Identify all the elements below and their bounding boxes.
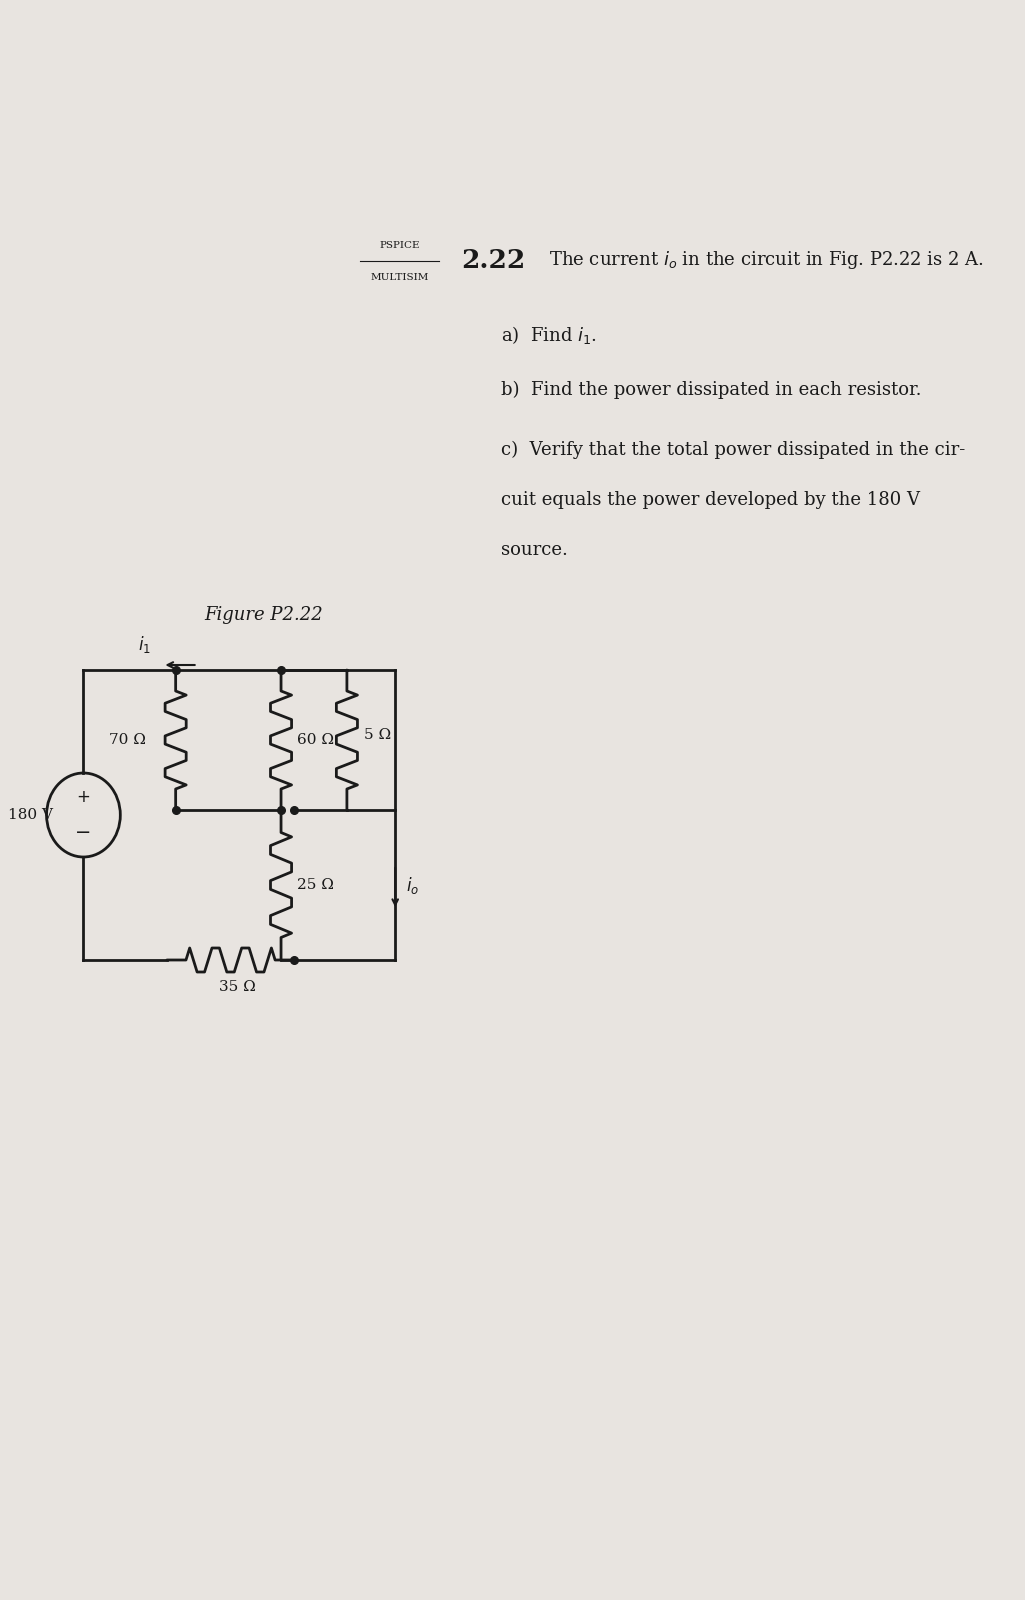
Text: 70 Ω: 70 Ω	[109, 733, 146, 747]
Text: source.: source.	[500, 541, 568, 558]
Text: $i_o$: $i_o$	[406, 875, 419, 896]
Text: cuit equals the power developed by the 180 V: cuit equals the power developed by the 1…	[500, 491, 919, 509]
Text: 60 Ω: 60 Ω	[297, 733, 334, 747]
Text: +: +	[77, 787, 90, 806]
Text: −: −	[75, 824, 91, 843]
Text: The current $i_o$ in the circuit in Fig. P2.22 is 2 A.: The current $i_o$ in the circuit in Fig.…	[549, 250, 984, 270]
Text: PSPICE: PSPICE	[379, 240, 420, 250]
Text: 2.22: 2.22	[461, 248, 526, 272]
Text: 180 V: 180 V	[8, 808, 53, 822]
Text: $i_1$: $i_1$	[138, 634, 152, 654]
Text: MULTISIM: MULTISIM	[370, 274, 428, 283]
Text: c)  Verify that the total power dissipated in the cir-: c) Verify that the total power dissipate…	[500, 442, 965, 459]
Text: 5 Ω: 5 Ω	[365, 728, 392, 742]
Text: 35 Ω: 35 Ω	[218, 979, 255, 994]
Text: a)  Find $i_1$.: a) Find $i_1$.	[500, 323, 597, 346]
Text: 25 Ω: 25 Ω	[297, 878, 334, 893]
Text: Figure P2.22: Figure P2.22	[204, 606, 323, 624]
Text: b)  Find the power dissipated in each resistor.: b) Find the power dissipated in each res…	[500, 381, 921, 398]
